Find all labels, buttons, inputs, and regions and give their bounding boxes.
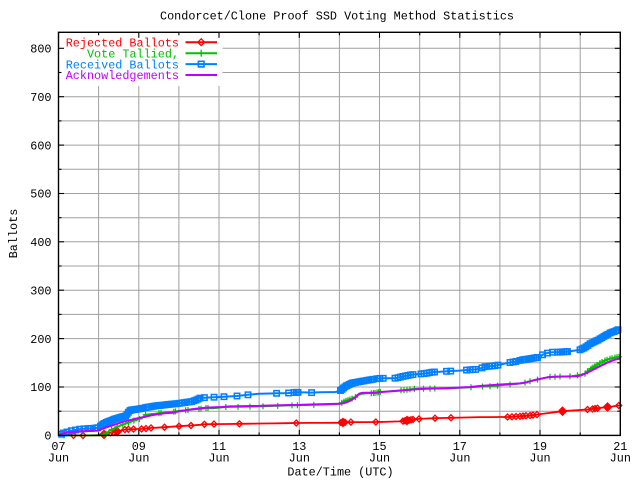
- svg-text:15: 15: [372, 440, 386, 454]
- svg-text:Ballots: Ballots: [7, 209, 21, 259]
- svg-text:19: 19: [533, 440, 547, 454]
- svg-text:Received Ballots: Received Ballots: [66, 58, 179, 72]
- svg-text:Jun: Jun: [289, 451, 310, 465]
- svg-text:Rejected Ballots: Rejected Ballots: [66, 36, 179, 50]
- svg-text:800: 800: [30, 43, 51, 57]
- svg-text:400: 400: [30, 236, 51, 250]
- svg-text:13: 13: [292, 440, 306, 454]
- svg-text:Jun: Jun: [369, 451, 390, 465]
- svg-text:700: 700: [30, 91, 51, 105]
- svg-text:11: 11: [212, 440, 226, 454]
- svg-text:Jun: Jun: [610, 451, 631, 465]
- svg-text:200: 200: [30, 333, 51, 347]
- svg-text:Jun: Jun: [128, 451, 149, 465]
- svg-text:Date/Time (UTC): Date/Time (UTC): [287, 465, 393, 479]
- svg-text:Jun: Jun: [48, 451, 69, 465]
- svg-text:21: 21: [613, 440, 627, 454]
- svg-text:100: 100: [30, 381, 51, 395]
- svg-text:300: 300: [30, 284, 51, 298]
- svg-text:09: 09: [132, 440, 146, 454]
- svg-text:07: 07: [51, 440, 65, 454]
- svg-text:Vote Tallied,: Vote Tallied,: [87, 47, 179, 61]
- svg-text:600: 600: [30, 139, 51, 153]
- svg-text:17: 17: [453, 440, 467, 454]
- svg-text:Jun: Jun: [449, 451, 470, 465]
- svg-text:Jun: Jun: [208, 451, 229, 465]
- svg-text:Jun: Jun: [529, 451, 550, 465]
- svg-text:Condorcet/Clone Proof SSD Voti: Condorcet/Clone Proof SSD Voting Method …: [160, 9, 514, 23]
- svg-text:0: 0: [44, 430, 51, 444]
- svg-text:Acknowledgements: Acknowledgements: [66, 69, 179, 83]
- svg-text:500: 500: [30, 188, 51, 202]
